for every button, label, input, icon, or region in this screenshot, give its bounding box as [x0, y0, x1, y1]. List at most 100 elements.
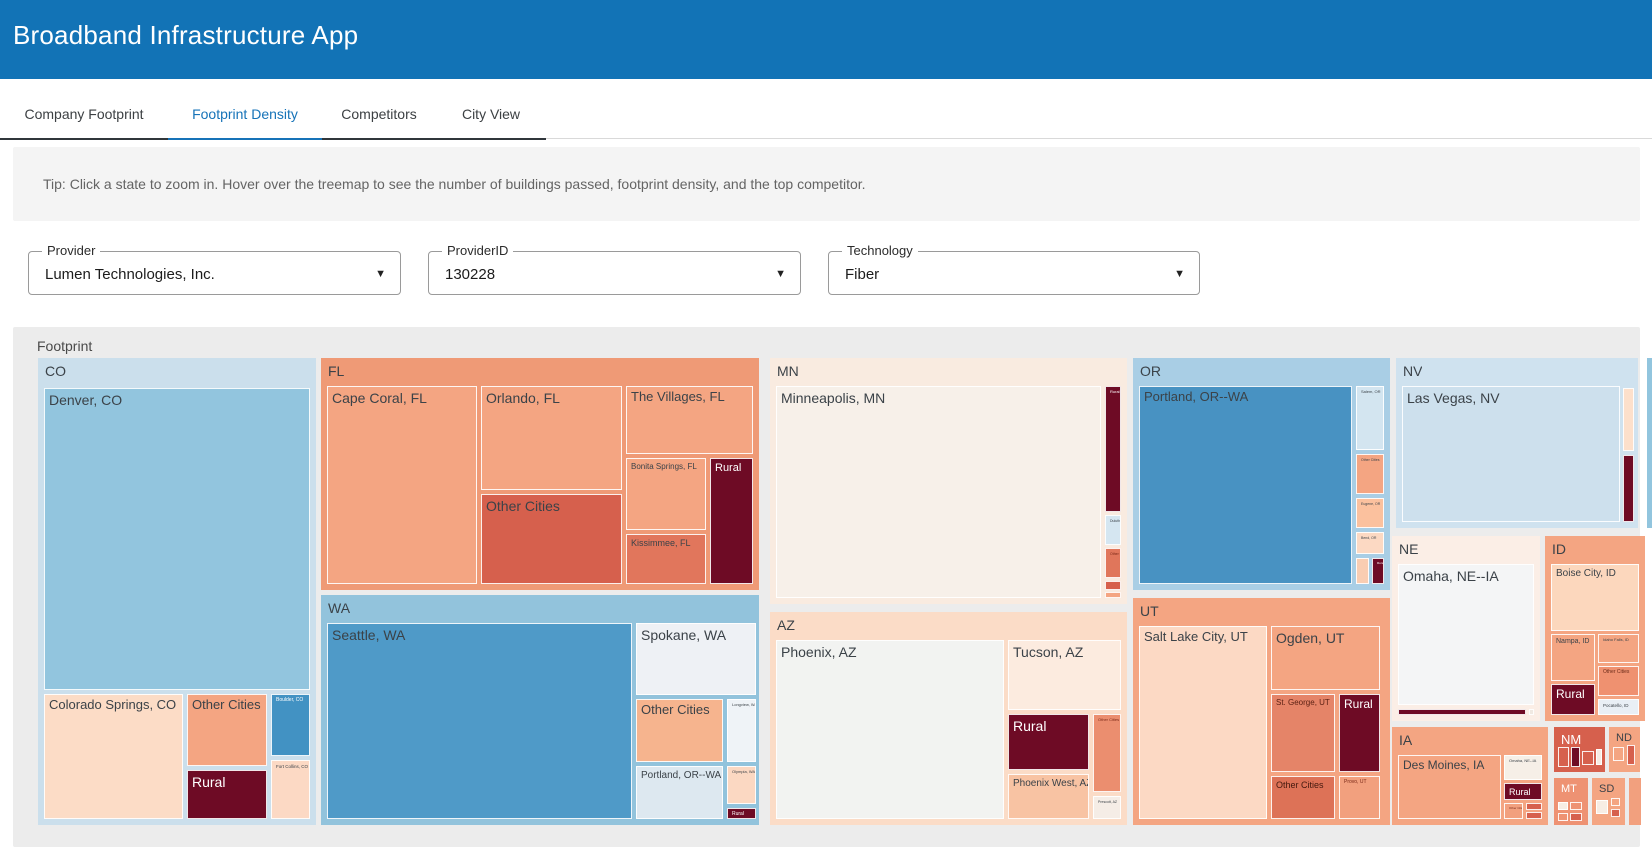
treemap-cell-other-cities[interactable]: Other Cities [1105, 548, 1121, 578]
tab-competitors[interactable]: Competitors [322, 90, 436, 140]
treemap-state-id[interactable]: ID Boise City, ID Nampa, ID Idaho Falls, ID… [1545, 536, 1645, 721]
providerid-select[interactable]: ProviderID 130228 ▼ [428, 243, 801, 295]
treemap-cell-rural[interactable]: Rural [1008, 714, 1089, 770]
treemap-state-sliver-16[interactable] [1647, 358, 1652, 528]
treemap-cell-st-george-ut[interactable]: St. George, UT [1271, 694, 1335, 772]
treemap-state-mt[interactable]: MT [1554, 778, 1588, 825]
treemap-cell-fort-collins-co[interactable]: Fort Collins, CO [271, 760, 310, 819]
treemap-cell-des-moines-ia[interactable]: Des Moines, IA [1398, 755, 1501, 819]
treemap-cell-bonita-springs-fl[interactable]: Bonita Springs, FL [626, 458, 706, 530]
treemap-state-ia[interactable]: IA Des Moines, IA Omaha, NE--IA Rural Other … [1392, 727, 1548, 825]
tab-city-view[interactable]: City View [436, 90, 546, 140]
treemap-cell-omaha-ne-ia[interactable]: Omaha, NE--IA [1504, 755, 1542, 780]
treemap-cell-small[interactable] [1570, 802, 1582, 810]
treemap-cell-small[interactable] [1571, 747, 1580, 767]
treemap-cell-small[interactable] [1611, 809, 1620, 817]
treemap-cell-other-cities[interactable]: Other Cities [636, 699, 723, 762]
treemap-cell-small[interactable] [1529, 709, 1534, 715]
treemap-state-sd[interactable]: SD [1592, 778, 1625, 825]
treemap-cell-pocatello-id[interactable]: Pocatello, ID [1598, 699, 1639, 715]
treemap-cell-olympia-wa[interactable]: Olympia, WA [727, 766, 756, 804]
treemap-cell-rural[interactable]: Rural [1372, 558, 1384, 584]
treemap-cell-small[interactable] [1596, 800, 1608, 814]
treemap-cell-other-cities[interactable]: Other Cities [1356, 454, 1384, 494]
treemap-cell-ogden-ut[interactable]: Ogden, UT [1271, 626, 1380, 690]
treemap-cell-seattle-wa[interactable]: Seattle, WA [327, 623, 632, 819]
treemap-cell-other-cities[interactable]: Other Cities [187, 694, 267, 766]
treemap-cell-small[interactable] [1105, 581, 1121, 590]
treemap-cell-boulder-co[interactable]: Boulder, CO [271, 694, 310, 756]
treemap-state-ne[interactable]: NE Omaha, NE--IA [1392, 536, 1540, 721]
treemap-cell-denver-co[interactable]: Denver, CO [44, 388, 310, 690]
treemap-cell-small[interactable] [1558, 802, 1568, 810]
treemap-state-ut[interactable]: UT Salt Lake City, UT Ogden, UT St. George,… [1133, 598, 1390, 825]
treemap-cell-spokane-wa[interactable]: Spokane, WA [636, 623, 756, 695]
treemap-cell-small[interactable] [1526, 812, 1542, 819]
treemap-cell-the-villages-fl[interactable]: The Villages, FL [626, 386, 753, 454]
treemap-cell-rural[interactable]: Rural [727, 808, 756, 819]
treemap-cell-minneapolis-mn[interactable]: Minneapolis, MN [776, 386, 1101, 598]
treemap-cell-duluth-mn[interactable]: Duluth, MN [1105, 515, 1121, 545]
treemap-state-sliver-15[interactable] [1629, 778, 1641, 825]
treemap-cell-phoenix-west-az[interactable]: Phoenix West, AZ [1008, 774, 1089, 819]
treemap-cell-rural[interactable]: Rural [710, 458, 753, 584]
treemap-state-or[interactable]: OR Portland, OR--WA Salem, OR Other Cities E… [1133, 358, 1390, 590]
treemap-cell-salt-lake-city-ut[interactable]: Salt Lake City, UT [1139, 626, 1267, 819]
treemap-cell-longview-wa-or[interactable]: Longview, WA--OR [727, 699, 756, 762]
treemap-cell-other-cities[interactable]: Other Cities [1093, 714, 1121, 792]
treemap-cell-kissimmee-fl[interactable]: Kissimmee, FL [626, 534, 706, 584]
treemap-cell-small[interactable] [1398, 709, 1526, 715]
tab-company-footprint[interactable]: Company Footprint [0, 90, 168, 140]
treemap-cell-nampa-id[interactable]: Nampa, ID [1551, 634, 1595, 681]
treemap-cell-small[interactable] [1623, 455, 1634, 522]
treemap-cell-small[interactable] [1623, 388, 1634, 451]
treemap-cell-bend-or[interactable]: Bend, OR [1356, 532, 1384, 554]
treemap-state-az[interactable]: AZ Phoenix, AZ Tucson, AZ Rural Phoenix West… [770, 612, 1127, 825]
treemap-cell-small[interactable] [1582, 751, 1594, 765]
treemap-cell-idaho-falls-id[interactable]: Idaho Falls, ID [1598, 634, 1639, 663]
treemap-cell-colorado-springs-co[interactable]: Colorado Springs, CO [44, 694, 183, 819]
treemap-cell-small[interactable] [1558, 813, 1568, 821]
treemap-state-fl[interactable]: FL Cape Coral, FL Orlando, FL Other Cities T… [321, 358, 759, 590]
treemap-state-nv[interactable]: NV Las Vegas, NV [1396, 358, 1638, 528]
treemap-cell-other-cities[interactable]: Other Cities [1598, 666, 1639, 696]
treemap-cell-salem-or[interactable]: Salem, OR [1356, 386, 1384, 450]
treemap-cell-tucson-az[interactable]: Tucson, AZ [1008, 640, 1121, 710]
treemap-cell-other-cities[interactable]: Other Cities [1271, 776, 1335, 819]
treemap-cell-boise-city-id[interactable]: Boise City, ID [1551, 564, 1639, 631]
treemap-state-nd[interactable]: ND [1609, 727, 1640, 772]
treemap-cell-small[interactable] [1105, 592, 1121, 598]
treemap-cell-rural[interactable]: Rural [1551, 684, 1595, 715]
treemap-cell-small[interactable] [1570, 813, 1582, 821]
treemap-cell-eugene-or[interactable]: Eugene, OR [1356, 498, 1384, 528]
technology-select[interactable]: Technology Fiber ▼ [828, 243, 1200, 295]
treemap-cell-portland-or-wa[interactable]: Portland, OR--WA [1139, 386, 1352, 584]
treemap-cell-small[interactable] [1526, 803, 1542, 810]
treemap-state-nm[interactable]: NM [1554, 727, 1605, 772]
treemap-cell-orlando-fl[interactable]: Orlando, FL [481, 386, 622, 490]
treemap-cell-rural[interactable]: Rural [1504, 783, 1542, 800]
treemap-cell-phoenix-az[interactable]: Phoenix, AZ [776, 640, 1004, 819]
treemap-cell-small[interactable] [1613, 747, 1624, 761]
treemap-cell-cape-coral-fl[interactable]: Cape Coral, FL [327, 386, 477, 584]
treemap-cell-omaha-ne-ia[interactable]: Omaha, NE--IA [1398, 564, 1534, 705]
treemap-cell-other-cities[interactable]: Other Cities [481, 494, 622, 584]
treemap-state-mn[interactable]: MN Minneapolis, MN Rural Duluth, MN Other Ci… [770, 358, 1127, 604]
treemap-cell-small[interactable] [1356, 558, 1369, 584]
treemap-cell-rural[interactable]: Rural [187, 770, 267, 819]
treemap-cell-portland-or-wa[interactable]: Portland, OR--WA [636, 766, 723, 819]
treemap-cell-provo-ut[interactable]: Provo, UT [1339, 776, 1380, 819]
treemap-state-wa[interactable]: WA Seattle, WA Spokane, WA Other Cities Long… [321, 595, 759, 825]
treemap-cell-las-vegas-nv[interactable]: Las Vegas, NV [1402, 386, 1620, 522]
treemap-cell-prescott-az[interactable]: Prescott, AZ [1093, 796, 1121, 819]
treemap-cell-small[interactable] [1596, 749, 1602, 765]
treemap-cell-other-cities[interactable]: Other Cities [1504, 803, 1523, 819]
tab-footprint-density[interactable]: Footprint Density [168, 90, 322, 140]
treemap-cell-small[interactable] [1558, 747, 1569, 767]
treemap-state-co[interactable]: CO Denver, CO Colorado Springs, CO Other Ci… [38, 358, 316, 825]
treemap-cell-rural[interactable]: Rural [1339, 694, 1380, 772]
treemap-cell-small[interactable] [1627, 745, 1635, 765]
provider-select[interactable]: Provider Lumen Technologies, Inc. ▼ [28, 243, 401, 295]
treemap-cell-rural[interactable]: Rural [1105, 386, 1121, 512]
treemap-cell-small[interactable] [1611, 798, 1620, 806]
